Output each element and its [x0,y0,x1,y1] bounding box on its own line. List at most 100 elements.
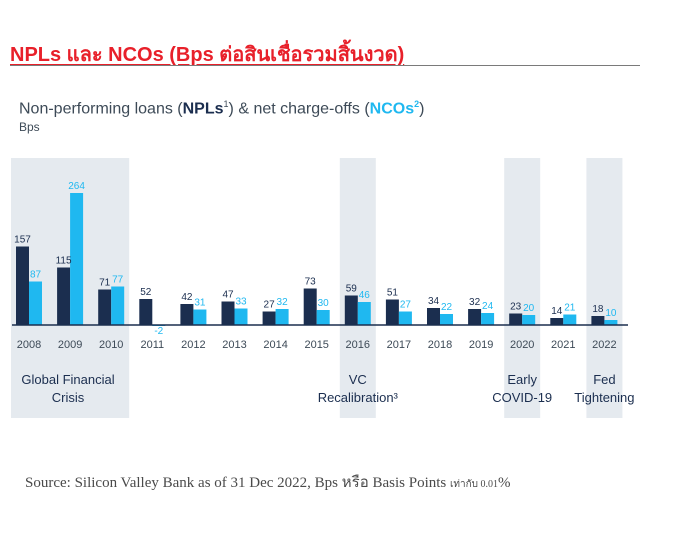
x-tick-2021: 2021 [551,339,575,351]
npl-value-2008: 157 [14,235,31,246]
npl-bar-2018 [427,308,440,325]
period-labels: Global Financial Crisis VC Recalibration³ Ea… [21,372,634,405]
highlight-band-1 [339,158,376,418]
nco-value-2015: 30 [318,298,330,309]
nco-bar-2010 [111,286,125,325]
npl-bar-2017 [385,299,399,325]
nco-value-2010: 77 [112,275,124,286]
x-tick-labels: 2008 2009 2010 2011 2012 2013 2014 2015 2016 2017… [17,339,617,351]
x-tick-2010: 2010 [99,339,123,351]
period-label-3-line-0: Fed [593,372,615,387]
x-tick-2020: 2020 [510,339,534,351]
nco-value-2008: 87 [30,270,42,281]
nco-bar-2015 [316,310,330,325]
x-tick-2012: 2012 [181,339,205,351]
npl-bar-2014 [262,311,276,325]
period-label-0-line-1: Crisis [52,390,85,405]
nco-value-2014: 32 [277,297,289,308]
nco-bar-2009 [70,193,84,325]
npl-value-2013: 47 [222,290,234,301]
npl-value-2015: 73 [305,277,317,288]
nco-value-2018: 22 [441,302,453,313]
page-title: NPLs และ NCOs (Bps ต่อสินเชื่อรวมสิ้นงวด… [10,44,405,66]
nco-value-2021: 21 [564,303,576,314]
chart-title-npl: NPLs [182,100,224,118]
chart-title-middle: ) & net charge-offs ( [228,100,370,118]
period-label-1-line-1: Recalibration³ [318,390,399,405]
x-tick-2017: 2017 [387,339,411,351]
chart-title-npl-note: 1 [223,99,229,109]
x-tick-2019: 2019 [469,339,493,351]
npl-value-2011: 52 [140,287,152,298]
nco-value-2020: 20 [523,303,535,314]
nco-bar-2022 [604,320,618,325]
title-divider [10,65,640,66]
npl-bar-2016 [344,295,358,325]
x-tick-2014: 2014 [263,339,287,351]
npl-value-2018: 34 [428,296,440,307]
nco-value-2009: 264 [68,181,85,192]
npl-bar-2010 [98,289,112,325]
period-label-0-line-0: Global Financial [21,372,114,387]
nco-bar-2016 [357,302,371,325]
nco-value-2019: 24 [482,301,494,312]
npl-bar-2020 [509,313,523,325]
x-tick-2022: 2022 [592,339,616,351]
period-label-2-line-0: Early [507,372,537,387]
nco-bar-2020 [522,315,536,325]
npl-bar-2021 [550,318,564,325]
npl-bar-2012 [180,304,194,325]
npl-bar-2009 [57,267,71,325]
bars [16,193,618,326]
npl-bar-2008 [16,246,29,325]
npl-bar-2013 [221,301,235,325]
chart-unit-label: Bps [19,120,40,134]
chart-title-prefix: Non-performing loans ( [19,100,183,118]
nco-bar-2012 [193,309,207,325]
nco-bar-2021 [563,314,577,325]
npl-value-2022: 18 [592,304,604,315]
x-tick-2013: 2013 [222,339,246,351]
source-small: เท่ากับ 0.01 [450,479,499,490]
period-label-1-line-0: VC [349,372,367,387]
chart-title-nco: NCOs [369,100,415,118]
nco-value-2013: 33 [235,297,247,308]
chart-title-suffix: ) [419,100,425,118]
nco-value-2012: 31 [194,298,206,309]
x-tick-2011: 2011 [140,339,164,351]
nco-bar-2014 [275,309,289,325]
npl-value-2016: 59 [346,284,358,295]
npl-bar-2015 [303,288,317,325]
chart-title: Non-performing loans (NPLs1) & net charg… [19,99,424,118]
npl-bar-2019 [468,309,482,325]
nco-bar-2019 [481,313,495,325]
npl-bar-2011 [139,299,153,325]
npl-value-2014: 27 [264,300,276,311]
source-end: % [498,475,511,491]
npl-value-2012: 42 [181,292,193,303]
nco-value-2022: 10 [605,308,617,319]
source-main: Source: Silicon Valley Bank as of 31 Dec… [25,475,447,491]
x-tick-2016: 2016 [346,339,370,351]
x-tick-2008: 2008 [17,339,41,351]
period-label-3-line-1: Tightening [574,390,634,405]
nco-bar-2013 [234,308,248,325]
npl-value-2010: 71 [99,278,111,289]
npl-value-2020: 23 [510,302,522,313]
x-tick-2015: 2015 [304,339,328,351]
npl-value-2021: 14 [551,306,563,317]
nco-value-2017: 27 [400,300,412,311]
npl-value-2009: 115 [56,256,72,267]
nco-value-2016: 46 [359,290,371,301]
highlight-band-3 [586,158,623,418]
npl-value-2019: 32 [469,297,481,308]
highlight-band-2 [504,158,541,418]
x-tick-2009: 2009 [58,339,82,351]
nco-bar-2018 [440,314,453,325]
chart-title-nco-note: 2 [414,99,420,109]
x-tick-2018: 2018 [428,339,452,351]
nco-bar-2017 [398,311,412,325]
period-label-2-line-1: COVID-19 [492,390,552,405]
